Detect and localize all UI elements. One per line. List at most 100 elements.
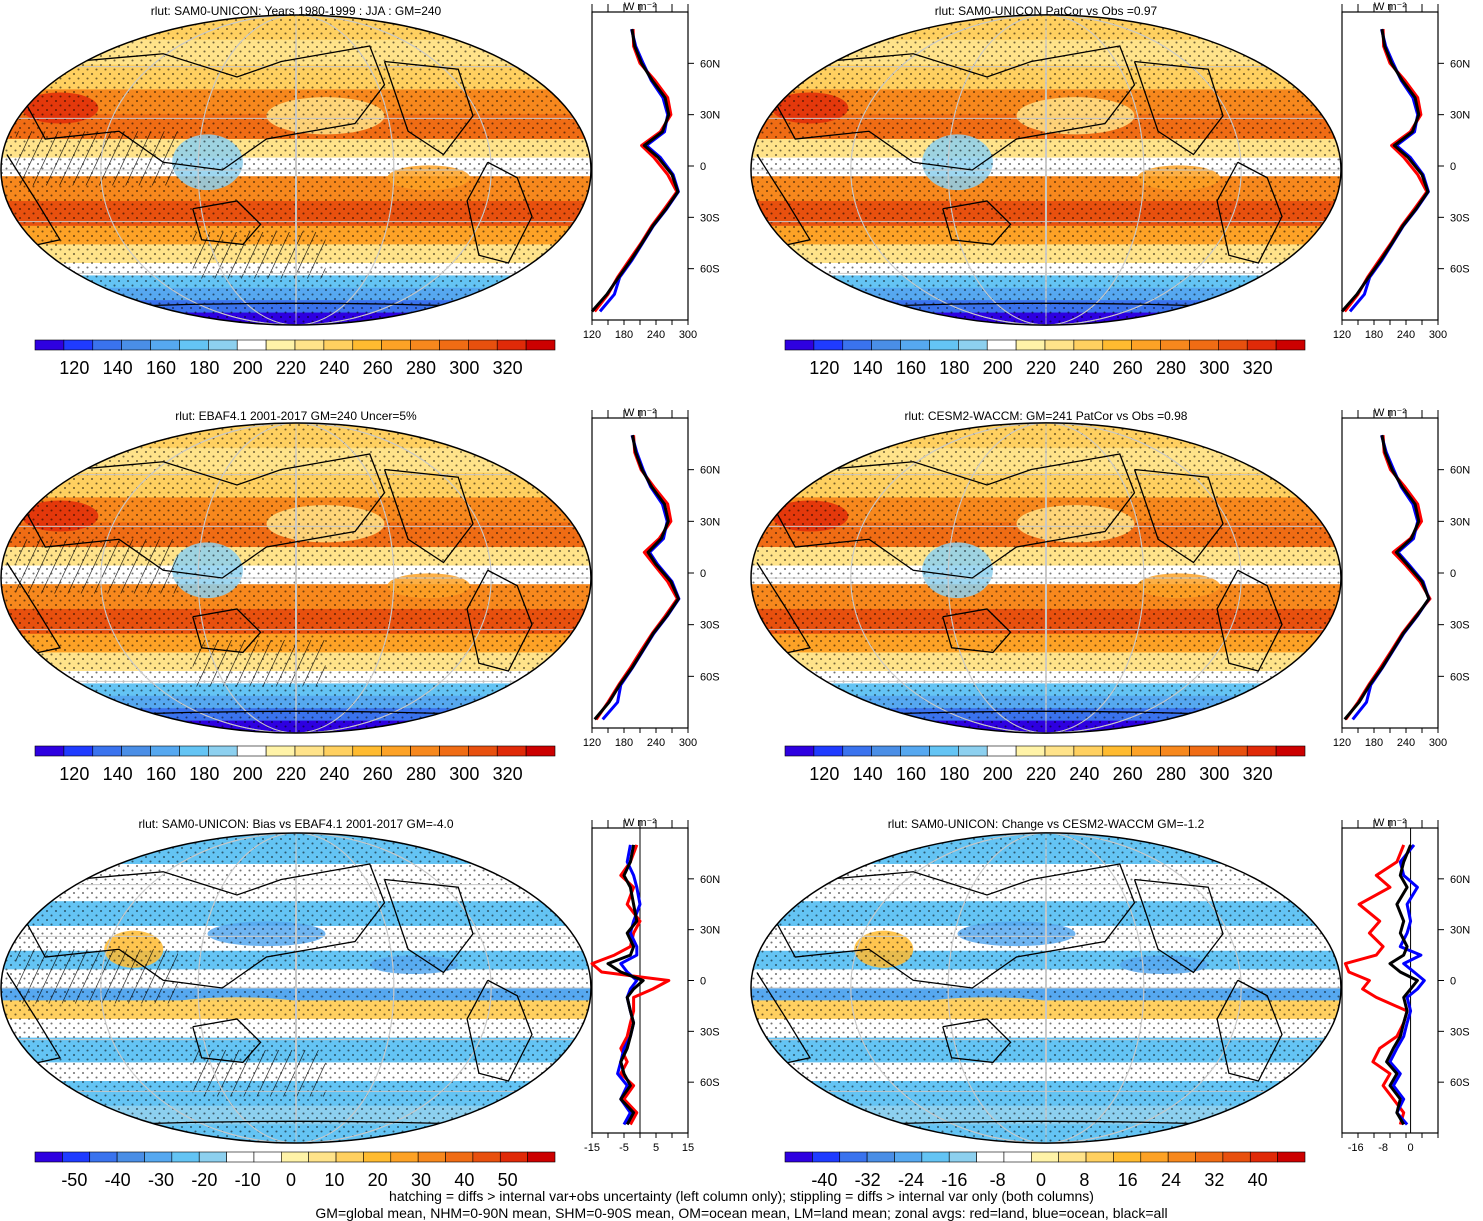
lat-tick-label: 0	[1450, 568, 1456, 580]
graticule-lon	[295, 15, 297, 325]
colorbar-box	[1249, 1151, 1278, 1163]
colorbar-box	[62, 1151, 91, 1163]
panel-title: rlut: SAM0-UNICON: Bias vs EBAF4.1 2001-…	[138, 817, 453, 831]
zonal-x-tick-label: 300	[1429, 737, 1447, 749]
lat-tick-label: 30N	[1450, 516, 1470, 528]
coastline	[466, 569, 533, 672]
colorbar-label: 180	[939, 764, 969, 784]
colorbar-box	[1044, 339, 1075, 351]
colorbar-box	[1167, 1151, 1196, 1163]
colorbar-box	[866, 1151, 895, 1163]
colorbar-label: 260	[363, 764, 393, 784]
zonal-all-line	[1385, 844, 1419, 1126]
colorbar-box	[1113, 1151, 1142, 1163]
coastline	[1216, 569, 1283, 672]
zonal-x-tick-label: 240	[1397, 329, 1415, 341]
lat-tick-label: 0	[700, 568, 706, 580]
lat-tick-label: 30S	[700, 212, 720, 224]
colorbar-box	[1085, 1151, 1114, 1163]
colorbar-label: 24	[1161, 1170, 1181, 1190]
colorbar-label: 220	[276, 358, 306, 378]
zonal-x-tick-label: 120	[583, 329, 601, 341]
colorbar-box	[472, 1151, 501, 1163]
colorbar-label: 40	[454, 1170, 474, 1190]
coastline	[942, 1018, 1012, 1064]
colorbar-box	[144, 1151, 173, 1163]
colorbar-box	[813, 745, 844, 757]
colorbar-box	[236, 339, 267, 351]
map-border	[750, 14, 1342, 326]
colorbar-box	[812, 1151, 841, 1163]
colorbar-label: 30	[411, 1170, 431, 1190]
colorbar-box	[921, 1151, 950, 1163]
colorbar-label: 280	[406, 764, 436, 784]
zonal-x-tick-label: 180	[615, 329, 633, 341]
colorbar: 120 140 160 180 200 220 240 260 280 300 320	[34, 745, 556, 784]
colorbar-box	[381, 745, 411, 757]
lat-tick-label: 60N	[700, 58, 720, 70]
colorbar-label: 300	[449, 358, 479, 378]
colorbar-box	[1189, 339, 1219, 351]
zonal-all-line	[593, 434, 680, 721]
colorbar-box	[468, 745, 498, 757]
colorbar-box	[92, 745, 122, 757]
colorbar-label: -32	[855, 1170, 881, 1190]
colorbar-box	[308, 1151, 337, 1163]
map-field	[751, 14, 1341, 326]
zonal-units-label: W m⁻²	[624, 1, 656, 13]
colorbar-box	[1102, 745, 1132, 757]
zonal-x-tick-label: 180	[615, 737, 633, 749]
zonal-all-line	[1343, 434, 1431, 721]
zonal-mean-panel: W m⁻² 60N 30N 0 30S 60S 120 180 240 300	[1333, 407, 1470, 749]
panel-title: rlut: SAM0-UNICON: Change vs CESM2-WACCM…	[888, 817, 1205, 831]
lat-tick-label: 60S	[700, 671, 720, 683]
zonal-x-tick-label: -15	[584, 1142, 600, 1154]
zonal-all-line	[606, 844, 645, 1126]
zonal-mean-panel: W m⁻² 60N 30N 0 30S 60S 120 180 240 300	[1333, 1, 1470, 341]
colorbar-label: 260	[1113, 358, 1143, 378]
coastline	[942, 608, 1012, 654]
hatching	[15, 949, 178, 1004]
colorbar-box	[323, 339, 354, 351]
zonal-x-tick-label: -8	[1378, 1142, 1388, 1154]
colorbar-box	[958, 745, 988, 757]
colorbar-label: 140	[103, 764, 133, 784]
zonal-mean-panel: W m⁻² 60N 30N 0 30S 60S 120 180 240 300	[583, 407, 720, 749]
lat-tick-label: 30N	[1450, 925, 1470, 937]
colorbar-box	[468, 339, 498, 351]
colorbar-box	[34, 1151, 63, 1163]
colorbar-label: 320	[1243, 764, 1273, 784]
colorbar-box	[525, 745, 556, 757]
colorbar-box	[179, 745, 209, 757]
zonal-x-tick-label: 180	[1365, 737, 1383, 749]
colorbar-box	[929, 339, 959, 351]
colorbar-box	[1246, 745, 1277, 757]
zonal-mean-panel: W m⁻² 60N 30N 0 30S 60S -15 -5 5 15	[584, 817, 720, 1154]
colorbar-box	[871, 745, 901, 757]
lat-tick-label: 30N	[700, 516, 720, 528]
colorbar-box	[1015, 339, 1046, 351]
coastline	[1133, 468, 1224, 564]
zonal-x-tick-label: 0	[1408, 1142, 1414, 1154]
lat-tick-label: 0	[1450, 161, 1456, 173]
colorbar-box	[1044, 745, 1075, 757]
colorbar-box	[948, 1151, 977, 1163]
colorbar-box	[34, 745, 65, 757]
lat-tick-label: 60N	[700, 874, 720, 886]
colorbar-label: 8	[1079, 1170, 1089, 1190]
coastline	[765, 453, 1136, 579]
colorbar-box	[1160, 339, 1190, 351]
lat-tick-label: 60S	[700, 264, 720, 276]
zonal-x-tick-label: 5	[653, 1142, 659, 1154]
zonal-all-line	[590, 28, 680, 313]
colorbar-box	[1189, 745, 1219, 757]
colorbar-box	[1131, 339, 1161, 351]
zonal-x-tick-label: 300	[679, 737, 697, 749]
colorbar-label: 260	[363, 358, 393, 378]
lat-tick-label: 30S	[1450, 1026, 1470, 1038]
coastline	[1133, 878, 1224, 974]
panel-5: rlut: SAM0-UNICON: Bias vs EBAF4.1 2001-…	[0, 817, 720, 1190]
panel-3: rlut: EBAF4.1 2001-2017 GM=240 Uncer=5% 1…	[0, 407, 720, 784]
colorbar-box	[1275, 339, 1306, 351]
colorbar-label: 140	[853, 358, 883, 378]
